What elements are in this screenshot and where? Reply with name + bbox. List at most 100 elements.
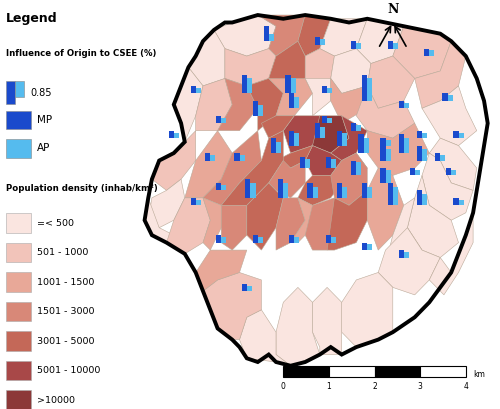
Bar: [6, 331, 32, 351]
Bar: [380, 169, 386, 184]
Bar: [300, 157, 305, 169]
Bar: [284, 184, 288, 198]
Text: 0.85: 0.85: [30, 88, 52, 98]
Bar: [308, 184, 312, 198]
Text: AP: AP: [37, 143, 51, 153]
Bar: [6, 140, 32, 159]
Bar: [380, 146, 386, 161]
Polygon shape: [276, 198, 305, 250]
Bar: [6, 272, 32, 292]
Bar: [420, 366, 466, 377]
Bar: [6, 302, 32, 321]
Bar: [190, 198, 196, 206]
Polygon shape: [305, 146, 342, 176]
Bar: [6, 213, 32, 233]
Bar: [356, 44, 362, 49]
Bar: [168, 131, 174, 139]
Polygon shape: [188, 31, 225, 87]
Polygon shape: [320, 20, 367, 57]
Bar: [276, 143, 281, 154]
Bar: [6, 390, 32, 409]
Bar: [358, 135, 364, 154]
Bar: [252, 101, 258, 117]
Bar: [422, 133, 427, 139]
Bar: [216, 236, 221, 243]
Polygon shape: [331, 154, 367, 184]
Polygon shape: [408, 176, 459, 258]
Text: 3: 3: [418, 381, 422, 390]
Polygon shape: [331, 154, 367, 206]
Polygon shape: [422, 87, 477, 146]
Text: 4: 4: [464, 381, 468, 390]
Bar: [386, 171, 390, 184]
Polygon shape: [312, 117, 349, 154]
Polygon shape: [203, 131, 262, 206]
Bar: [216, 184, 221, 191]
Polygon shape: [148, 180, 185, 228]
Bar: [6, 111, 32, 130]
Polygon shape: [218, 79, 258, 131]
Polygon shape: [258, 16, 305, 57]
Bar: [271, 139, 276, 154]
Bar: [342, 133, 347, 146]
Text: >10000: >10000: [37, 395, 75, 404]
Bar: [442, 94, 448, 101]
Bar: [398, 135, 404, 154]
Bar: [240, 155, 244, 161]
Text: N: N: [387, 3, 398, 16]
Polygon shape: [367, 169, 404, 250]
Text: 3001 - 5000: 3001 - 5000: [37, 336, 94, 345]
Bar: [246, 180, 250, 198]
Bar: [322, 87, 327, 94]
Polygon shape: [430, 139, 477, 191]
Bar: [314, 38, 320, 46]
Polygon shape: [414, 42, 466, 109]
Bar: [404, 103, 409, 109]
Polygon shape: [298, 176, 342, 206]
Bar: [326, 157, 331, 169]
Text: 0: 0: [281, 381, 285, 390]
Bar: [205, 154, 210, 161]
Polygon shape: [247, 184, 284, 250]
Polygon shape: [268, 79, 312, 117]
Bar: [454, 131, 458, 139]
Bar: [289, 236, 294, 243]
Text: 501 - 1000: 501 - 1000: [37, 247, 88, 256]
Polygon shape: [298, 16, 331, 57]
Bar: [242, 76, 247, 94]
Bar: [327, 118, 332, 124]
Bar: [386, 141, 390, 146]
Bar: [454, 198, 458, 206]
Bar: [342, 187, 347, 198]
Bar: [286, 76, 290, 94]
Bar: [435, 154, 440, 161]
Bar: [190, 87, 196, 94]
Polygon shape: [305, 49, 334, 94]
Polygon shape: [174, 68, 203, 154]
Polygon shape: [386, 198, 422, 265]
Bar: [264, 27, 268, 42]
Bar: [320, 40, 325, 46]
Bar: [331, 238, 336, 243]
Bar: [451, 171, 456, 176]
Polygon shape: [356, 20, 404, 64]
Polygon shape: [221, 206, 247, 250]
Bar: [329, 366, 374, 377]
Bar: [393, 187, 398, 206]
Bar: [398, 101, 404, 109]
Bar: [414, 171, 420, 176]
Polygon shape: [240, 310, 290, 366]
Bar: [221, 238, 226, 243]
Text: 1001 - 1500: 1001 - 1500: [37, 277, 94, 286]
Bar: [15, 82, 24, 97]
Bar: [278, 180, 283, 198]
Bar: [398, 250, 404, 258]
Polygon shape: [247, 79, 284, 131]
Polygon shape: [305, 198, 349, 250]
Text: Influence of Origin to CSEE (%): Influence of Origin to CSEE (%): [6, 49, 156, 58]
Polygon shape: [305, 79, 331, 117]
Bar: [404, 252, 409, 258]
Bar: [458, 133, 464, 139]
Polygon shape: [378, 228, 440, 295]
Bar: [386, 150, 390, 161]
